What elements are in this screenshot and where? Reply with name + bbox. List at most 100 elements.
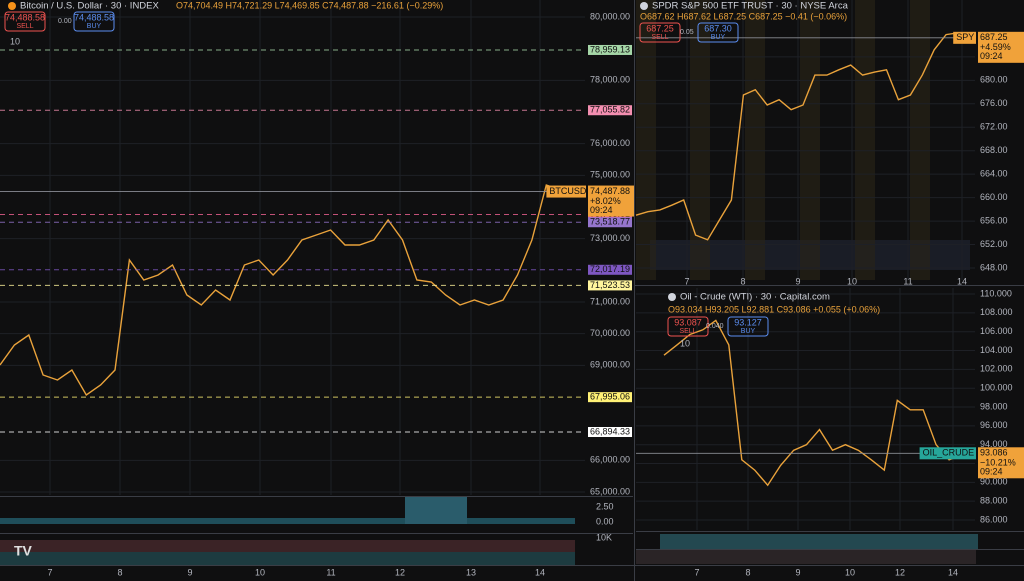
y-tick-label: 106.000 [980, 326, 1013, 336]
session-band [690, 0, 710, 280]
logo: TV [14, 543, 33, 559]
y-tick-label: 86.000 [980, 514, 1008, 524]
x-tick-label: 10 [847, 276, 857, 286]
y-tick-label: 90.000 [980, 477, 1008, 487]
level-label: 78,959.13 [590, 44, 630, 54]
last-price-box [588, 185, 634, 217]
sell-price[interactable]: 687.25 [646, 23, 674, 33]
y-tick-label: 65,000.00 [590, 486, 630, 496]
level-tag [588, 392, 632, 403]
level-tag [588, 427, 632, 438]
x-tick-label: 9 [187, 567, 192, 577]
sub-pane-tick: 0.00 [596, 516, 614, 526]
last-price-box [978, 447, 1024, 479]
spread: 0.040 [706, 323, 724, 330]
y-tick-label: 660.00 [980, 192, 1008, 202]
y-tick-label: 656.00 [980, 215, 1008, 225]
buy-price[interactable]: 687.30 [704, 23, 732, 33]
y-tick-label: 110.000 [980, 288, 1012, 298]
x-tick-label: 14 [957, 276, 967, 286]
buy-box[interactable] [727, 316, 769, 337]
chart-title: Oil - Crude (WTI) · 30 · Capital.com [680, 292, 830, 303]
level-tag [588, 280, 632, 291]
price-line [663, 319, 976, 487]
y-tick-label: 108.000 [980, 307, 1013, 317]
level-label: 71,523.53 [590, 280, 630, 290]
buy-label[interactable]: BUY [741, 328, 756, 335]
x-tick-label: 14 [948, 567, 958, 577]
sell-box[interactable] [667, 316, 709, 337]
x-tick-label: 9 [795, 276, 800, 286]
sub-pane-tick: 2.50 [596, 501, 614, 511]
volume-strip [636, 550, 976, 564]
last-price-box [978, 31, 1024, 63]
y-tick-label: 76,000.00 [590, 138, 630, 148]
sell-box[interactable] [4, 11, 46, 32]
buy-box[interactable] [73, 11, 115, 32]
level-label: 66,894.33 [590, 426, 630, 436]
y-tick-label: 104.000 [980, 345, 1013, 355]
sell-label[interactable]: SELL [651, 34, 668, 41]
x-tick-label: 8 [117, 567, 122, 577]
session-band [855, 0, 875, 280]
x-tick-label: 7 [694, 567, 699, 577]
y-tick-label: 680.00 [980, 75, 1008, 85]
ohlc: O74,704.49 H74,721.29 L74,469.85 C74,487… [176, 0, 443, 10]
chart-title: SPDR S&P 500 ETF TRUST · 30 · NYSE Arca [652, 1, 849, 12]
y-tick-label: 672.00 [980, 122, 1008, 132]
buy-price[interactable]: 74,488.58 [74, 12, 114, 22]
y-tick-label: 98.000 [980, 401, 1008, 411]
sell-label[interactable]: SELL [16, 23, 33, 30]
spread: 0.00 [58, 18, 72, 25]
y-tick-label: 100.000 [980, 383, 1013, 393]
last-price-label: 687.25 [980, 32, 1008, 42]
buy-label[interactable]: BUY [711, 34, 726, 41]
x-tick-label: 9 [795, 567, 800, 577]
session-band [636, 0, 656, 280]
y-tick-label: 71,000.00 [590, 296, 630, 306]
indicator-toggle[interactable]: 10 [10, 36, 20, 46]
last-price-change: +8.02% [590, 196, 621, 206]
volume-strip [660, 534, 978, 549]
symbol-tag-label: BTCUSD [549, 186, 587, 196]
x-tick-label: 11 [326, 567, 335, 577]
symbol-icon [8, 2, 16, 10]
symbol-tag [546, 185, 586, 198]
y-tick-label: 75,000.00 [590, 170, 630, 180]
level-tag [588, 264, 632, 275]
session-band [800, 0, 820, 280]
volume-strip [0, 552, 575, 565]
symbol-tag-label: SPY [956, 32, 974, 42]
symbol-tag [953, 31, 976, 44]
session-band [910, 0, 930, 280]
price-line [0, 184, 576, 397]
buy-price[interactable]: 93.127 [734, 317, 762, 327]
y-tick-label: 94.000 [980, 439, 1008, 449]
sell-box[interactable] [639, 22, 681, 43]
sell-label[interactable]: SELL [679, 328, 696, 335]
level-tag [588, 105, 632, 116]
sell-price[interactable]: 93.087 [674, 317, 702, 327]
x-tick-label: 13 [466, 567, 476, 577]
sell-price[interactable]: 74,488.58 [5, 12, 45, 22]
chart-pane: 7 8 9 10 11 12 13 14 80,000.00 78,000.00 76,000.00… [0, 0, 634, 577]
price-line [635, 32, 971, 241]
buy-box[interactable] [697, 22, 739, 43]
chart-pane: 7 8 9 10 12 14 110.000 108.000 106.000 104.000 102… [636, 288, 1024, 577]
buy-label[interactable]: BUY [87, 23, 102, 30]
last-price-time: 09:24 [980, 467, 1003, 477]
volume-strip [405, 497, 467, 524]
y-tick-label: 652.00 [980, 239, 1008, 249]
indicator-toggle[interactable]: 10 [680, 338, 690, 348]
x-tick-label: 7 [47, 567, 52, 577]
level-label: 73,518.77 [590, 217, 630, 227]
ohlc: O93.034 H93.205 L92.881 C93.086 +0.055 (… [668, 304, 880, 314]
